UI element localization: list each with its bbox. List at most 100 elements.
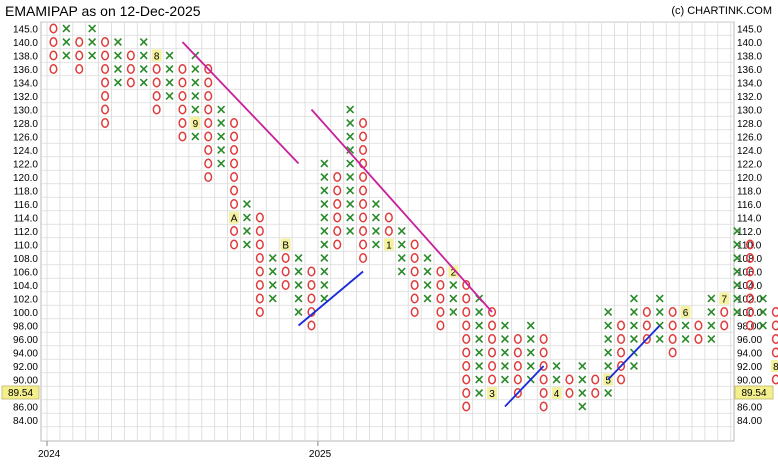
o-mark xyxy=(230,172,239,182)
o-mark xyxy=(694,320,703,331)
o-mark xyxy=(617,334,626,344)
o-mark xyxy=(126,77,135,88)
o-mark xyxy=(488,347,497,358)
x-mark xyxy=(346,132,355,141)
o-mark xyxy=(462,280,471,290)
x-mark xyxy=(165,51,174,60)
month-marker-bg xyxy=(280,238,291,251)
x-mark xyxy=(346,227,355,235)
o-mark xyxy=(746,253,755,263)
y-tick-label-right: 122.0 xyxy=(737,160,762,171)
y-tick-label-right: 102.0 xyxy=(737,295,762,306)
x-mark xyxy=(165,78,174,87)
x-mark xyxy=(578,362,587,370)
o-mark xyxy=(230,145,239,155)
y-tick-label-left: 98.00 xyxy=(13,322,38,333)
x-mark xyxy=(294,267,303,276)
last-price-label-right: 89.54 xyxy=(741,388,766,399)
o-mark xyxy=(539,361,548,371)
y-tick-label-right: 126.0 xyxy=(737,133,762,144)
x-mark xyxy=(191,92,200,100)
x-mark xyxy=(475,335,484,343)
x-mark xyxy=(268,267,277,276)
o-mark xyxy=(410,293,419,304)
o-mark xyxy=(462,374,471,385)
y-tick-label-right: 136.0 xyxy=(737,65,762,76)
o-mark xyxy=(75,50,84,61)
y-tick-label-right: 96.00 xyxy=(737,335,762,346)
x-mark xyxy=(88,24,97,33)
x-mark xyxy=(500,335,509,343)
x-mark xyxy=(320,254,329,262)
o-mark xyxy=(410,280,419,290)
x-mark xyxy=(294,281,303,289)
y-tick-label-right: 90.00 xyxy=(737,376,762,387)
y-tick-label-left: 112.0 xyxy=(14,227,39,238)
chart-title: EMAMIPAP as on 12-Dec-2025 xyxy=(5,3,201,19)
x-mark xyxy=(113,51,122,60)
x-mark xyxy=(165,65,174,73)
y-tick-label-left: 114.0 xyxy=(14,214,39,225)
o-mark xyxy=(539,334,548,344)
x-mark xyxy=(758,294,767,303)
x-mark xyxy=(629,294,638,303)
y-tick-label-left: 130.0 xyxy=(13,106,38,117)
o-mark xyxy=(617,374,626,385)
month-marker: 3 xyxy=(489,389,495,400)
o-mark xyxy=(462,401,471,412)
o-mark xyxy=(178,77,187,88)
month-marker-bg xyxy=(551,387,562,399)
y-tick-label-left: 132.0 xyxy=(13,92,38,103)
o-mark xyxy=(255,212,264,223)
o-mark xyxy=(771,374,778,385)
x-mark xyxy=(320,173,329,181)
y-tick-label-right: 112.0 xyxy=(737,227,762,238)
x-mark xyxy=(397,254,406,262)
month-marker: 7 xyxy=(721,295,727,306)
x-mark xyxy=(139,78,148,87)
x-mark xyxy=(294,254,303,262)
o-mark xyxy=(101,118,110,128)
o-mark xyxy=(152,77,161,88)
o-mark xyxy=(230,118,239,128)
x-mark xyxy=(217,146,226,154)
y-tick-label-right: 140.0 xyxy=(737,38,762,49)
x-mark xyxy=(475,362,484,370)
o-mark xyxy=(230,185,239,196)
month-marker: 6 xyxy=(683,308,689,319)
o-mark xyxy=(152,64,161,74)
x-mark xyxy=(629,335,638,343)
x-mark xyxy=(397,267,406,276)
o-mark xyxy=(668,320,677,331)
o-mark xyxy=(255,266,264,277)
o-mark xyxy=(513,347,522,358)
o-mark xyxy=(359,118,368,128)
y-tick-label-left: 102.0 xyxy=(13,295,38,306)
o-mark xyxy=(333,172,342,182)
x-mark xyxy=(500,362,509,370)
x-mark xyxy=(655,308,664,316)
o-mark xyxy=(462,293,471,304)
x-mark xyxy=(346,146,355,154)
x-mark xyxy=(758,308,767,316)
o-mark xyxy=(539,388,548,398)
x-mark xyxy=(604,348,613,357)
o-mark xyxy=(126,50,135,61)
o-mark xyxy=(746,307,755,317)
x-mark xyxy=(707,321,716,330)
o-mark xyxy=(230,131,239,142)
y-tick-label-left: 136.0 xyxy=(13,65,38,76)
x-mark xyxy=(139,38,148,46)
x-mark xyxy=(578,389,587,397)
o-mark xyxy=(488,374,497,385)
x-mark xyxy=(758,321,767,330)
o-mark xyxy=(204,145,213,155)
x-mark xyxy=(629,362,638,370)
x-mark xyxy=(217,105,226,114)
o-mark xyxy=(462,307,471,317)
x-mark xyxy=(242,213,251,222)
o-mark xyxy=(513,388,522,398)
x-mark xyxy=(346,105,355,114)
o-mark xyxy=(565,374,574,385)
y-tick-label-left: 104.0 xyxy=(13,281,38,292)
